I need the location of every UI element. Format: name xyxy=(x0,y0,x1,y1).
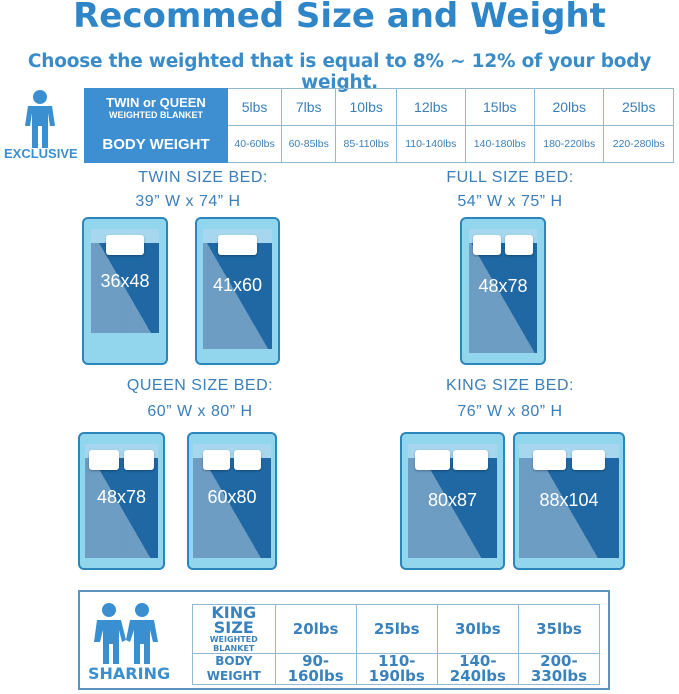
body-weight-cell: 140-180lbs xyxy=(464,125,535,163)
blanket: 80x87 xyxy=(408,444,497,558)
full-bed-48x78: 48x78 xyxy=(460,217,546,365)
blanket: 88x104 xyxy=(519,444,619,558)
sharing-weight-table: KING SIZE WEIGHTED BLANKET 20lbs 25lbs 30… xyxy=(192,604,601,685)
weight-cell: 25lbs xyxy=(355,604,438,654)
blanket: 48x78 xyxy=(468,229,538,353)
body-weight-cell: 200-330lbs xyxy=(517,653,601,685)
body-weight-cell: 220-280lbs xyxy=(603,125,674,163)
blanket: 36x48 xyxy=(90,229,160,333)
body-weight-cell: 40-60lbs xyxy=(226,125,283,163)
twin-bed-36x48: 36x48 xyxy=(82,217,168,365)
weight-cell: 35lbs xyxy=(517,604,601,654)
body-weight-cell: 140-240lbs xyxy=(436,653,519,685)
person-icon xyxy=(25,90,55,148)
page-title: Recommed Size and Weight xyxy=(73,0,606,36)
queen-bed-title: QUEEN SIZE BED: xyxy=(126,377,274,394)
queen-bed-dims: 60” W x 80” H xyxy=(147,403,253,420)
body-weight-cell: 85-110lbs xyxy=(335,125,398,163)
body-weight-cell: 180-220lbs xyxy=(533,125,605,163)
twin-bed-title: TWIN SIZE BED: xyxy=(138,169,268,186)
blanket: 60x80 xyxy=(193,444,271,558)
blanket: 48x78 xyxy=(84,444,159,558)
queen-bed-48x78: 48x78 xyxy=(78,432,165,570)
body-weight-header: BODY WEIGHT xyxy=(84,125,228,163)
weight-cell: 30lbs xyxy=(436,604,519,654)
weight-cell: 20lbs xyxy=(274,604,357,654)
king-bed-dims: 76” W x 80” H xyxy=(457,403,563,420)
two-people-icon xyxy=(94,603,158,664)
weight-cell: 20lbs xyxy=(533,88,605,126)
sharing-panel: SHARING KING SIZE WEIGHTED BLANKET 20lbs … xyxy=(78,590,610,690)
header-cell: TWIN or QUEEN WEIGHTED BLANKET xyxy=(84,88,228,126)
body-weight-cell: 110-140lbs xyxy=(396,125,466,163)
weight-cell: 7lbs xyxy=(281,88,337,126)
body-weight-cell: 110-190lbs xyxy=(355,653,438,685)
body-weight-cell: 90-160lbs xyxy=(274,653,357,685)
full-bed-dims: 54” W x 75” H xyxy=(457,193,563,210)
weight-cell: 12lbs xyxy=(396,88,466,126)
weight-cell: 25lbs xyxy=(603,88,674,126)
exclusive-label: EXCLUSIVE xyxy=(4,146,78,161)
weight-cell: 10lbs xyxy=(335,88,398,126)
sharing-label: SHARING xyxy=(88,664,171,683)
king-bed-88x104: 88x104 xyxy=(513,432,625,570)
blanket: 41x60 xyxy=(203,229,272,349)
twin-bed-dims: 39” W x 74” H xyxy=(135,193,241,210)
subtitle: Choose the weighted that is equal to 8% … xyxy=(27,51,652,93)
twin-bed-41x60: 41x60 xyxy=(195,217,280,365)
full-bed-title: FULL SIZE BED: xyxy=(446,169,574,186)
weight-cell: 15lbs xyxy=(464,88,535,126)
weight-cell: 5lbs xyxy=(226,88,283,126)
header-cell: KING SIZE WEIGHTED BLANKET xyxy=(192,604,276,654)
king-bed-title: KING SIZE BED: xyxy=(446,377,574,394)
body-weight-header: BODY WEIGHT xyxy=(192,653,276,685)
queen-bed-60x80: 60x80 xyxy=(187,432,277,570)
exclusive-weight-table: TWIN or QUEEN WEIGHTED BLANKET 5lbs 7lbs … xyxy=(84,88,674,163)
body-weight-cell: 60-85lbs xyxy=(281,125,337,163)
king-bed-80x87: 80x87 xyxy=(400,432,505,570)
